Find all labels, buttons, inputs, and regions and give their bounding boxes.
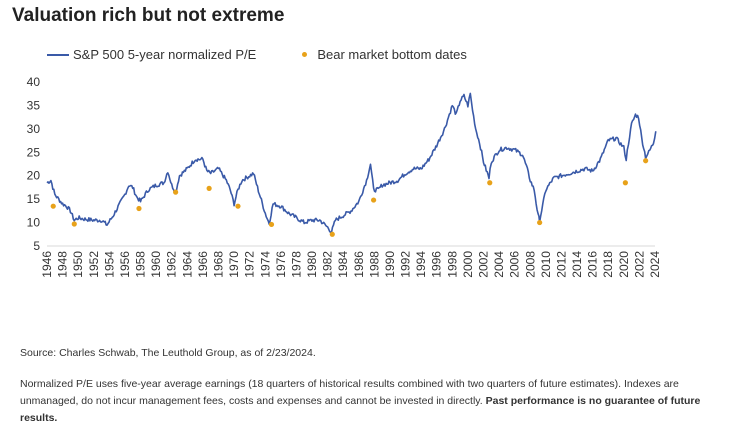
x-tick-label: 1972 bbox=[243, 251, 257, 278]
x-tick-label: 2020 bbox=[617, 251, 631, 278]
x-tick-label: 2018 bbox=[601, 251, 615, 278]
x-tick-label: 1998 bbox=[445, 251, 459, 278]
x-tick-label: 1994 bbox=[414, 251, 428, 278]
x-tick-label: 1964 bbox=[180, 251, 194, 278]
y-tick-label: 35 bbox=[27, 98, 41, 112]
x-tick-label: 1984 bbox=[336, 251, 350, 278]
bear-market-bottom-dot bbox=[371, 197, 377, 203]
x-tick-label: 1988 bbox=[367, 251, 381, 278]
x-tick-label: 1958 bbox=[134, 251, 148, 278]
bear-market-bottom-dot bbox=[487, 180, 493, 186]
x-tick-label: 2010 bbox=[539, 251, 553, 278]
x-tick-label: 1970 bbox=[227, 251, 241, 278]
footnote: Normalized P/E uses five-year average ea… bbox=[20, 376, 720, 427]
y-tick-label: 15 bbox=[27, 192, 41, 206]
x-tick-label: 1966 bbox=[196, 251, 210, 278]
x-tick-label: 2014 bbox=[570, 251, 584, 278]
y-tick-label: 30 bbox=[27, 122, 41, 136]
x-tick-label: 1976 bbox=[274, 251, 288, 278]
footnote-disclaimer: Past performance is no guarantee of futu… bbox=[20, 395, 701, 424]
legend-line-swatch bbox=[47, 53, 69, 56]
x-tick-label: 1948 bbox=[56, 251, 70, 278]
bear-market-bottom-dot bbox=[71, 221, 77, 227]
x-tick-label: 1990 bbox=[383, 251, 397, 278]
y-tick-label: 5 bbox=[33, 239, 40, 253]
legend-dots-label: Bear market bottom dates bbox=[317, 47, 467, 62]
x-tick-label: 1986 bbox=[352, 251, 366, 278]
x-tick-label: 2016 bbox=[586, 251, 600, 278]
x-tick-label: 2024 bbox=[648, 251, 662, 278]
x-tick-label: 1978 bbox=[289, 251, 303, 278]
bear-market-bottom-dot bbox=[329, 231, 335, 237]
bear-market-bottom-dot bbox=[537, 219, 543, 226]
x-tick-label: 1992 bbox=[399, 251, 413, 278]
bear-market-bottom-dot bbox=[206, 185, 212, 191]
bear-market-bottom-dot bbox=[136, 205, 142, 212]
x-tick-label: 1952 bbox=[87, 251, 101, 278]
x-tick-label: 1960 bbox=[149, 251, 163, 278]
y-tick-label: 10 bbox=[27, 216, 41, 230]
x-tick-label: 1954 bbox=[102, 251, 116, 278]
x-tick-label: 2002 bbox=[477, 251, 491, 278]
x-tick-label: 2008 bbox=[523, 251, 537, 278]
x-tick-label: 1996 bbox=[430, 251, 444, 278]
y-tick-label: 25 bbox=[27, 145, 41, 159]
x-tick-label: 1946 bbox=[40, 251, 54, 278]
pe-series-line bbox=[46, 92, 657, 234]
x-tick-label: 2006 bbox=[508, 251, 522, 278]
y-tick-label: 20 bbox=[27, 169, 41, 183]
x-tick-label: 2022 bbox=[632, 251, 646, 278]
footnote-text: Normalized P/E uses five-year average ea… bbox=[20, 378, 679, 407]
x-tick-label: 1982 bbox=[321, 251, 335, 278]
y-tick-label: 40 bbox=[27, 75, 41, 89]
chart-legend: S&P 500 5-year normalized P/E Bear marke… bbox=[47, 47, 467, 62]
legend-series-label: S&P 500 5-year normalized P/E bbox=[73, 47, 257, 62]
x-tick-label: 1962 bbox=[165, 251, 179, 278]
x-tick-label: 2000 bbox=[461, 251, 475, 278]
bear-market-bottom-dot bbox=[643, 158, 649, 164]
bear-market-bottom-dot bbox=[268, 221, 275, 228]
x-tick-label: 1950 bbox=[71, 251, 85, 278]
x-tick-label: 2004 bbox=[492, 251, 506, 278]
bear-market-bottom-dot bbox=[50, 203, 56, 209]
source-note: Source: Charles Schwab, The Leuthold Gro… bbox=[20, 347, 316, 359]
bear-market-bottom-dot bbox=[173, 189, 179, 195]
x-tick-label: 2012 bbox=[554, 251, 568, 278]
legend-dot-swatch bbox=[302, 52, 308, 57]
x-tick-label: 1956 bbox=[118, 251, 132, 278]
bear-market-bottom-dot bbox=[235, 203, 241, 209]
x-tick-label: 1974 bbox=[258, 251, 272, 278]
x-tick-label: 1980 bbox=[305, 251, 319, 278]
bear-market-bottom-dot bbox=[622, 180, 628, 186]
chart-title: Valuation rich but not extreme bbox=[12, 5, 285, 26]
x-tick-label: 1968 bbox=[211, 251, 225, 278]
